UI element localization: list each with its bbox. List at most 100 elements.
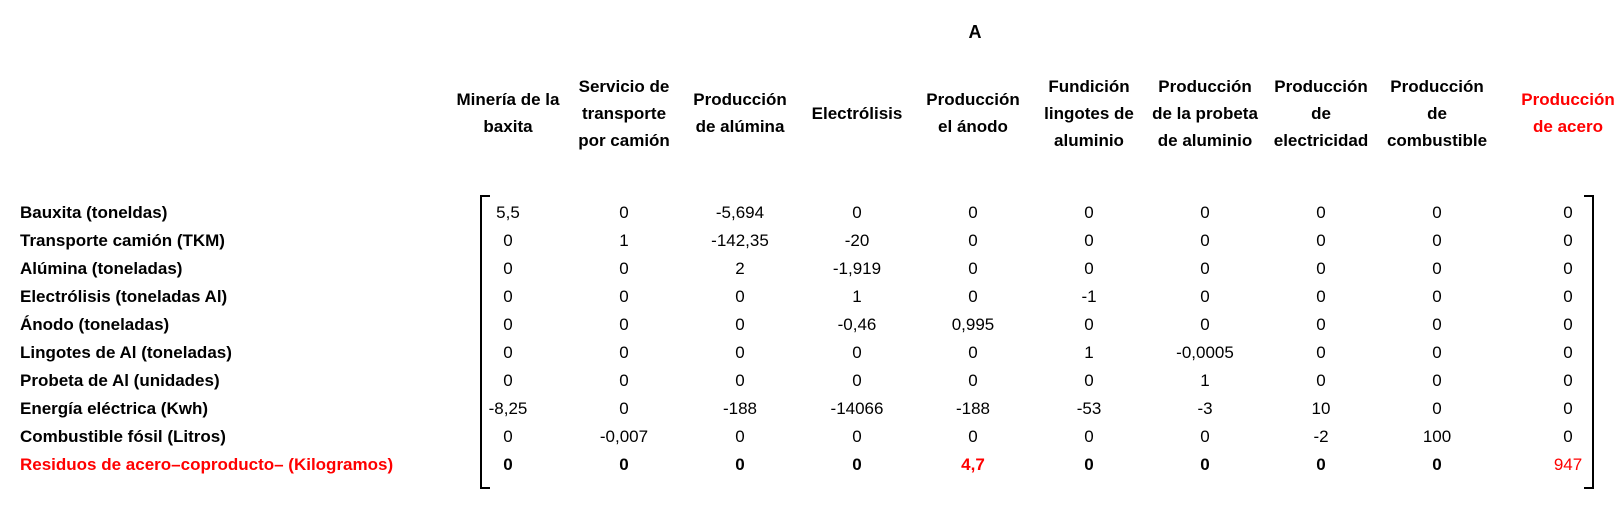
matrix-cell: 4,7: [961, 455, 985, 474]
matrix-cell: 0: [619, 287, 629, 306]
column-header: Producción de electricidad: [1273, 76, 1369, 150]
matrix-cell: 0: [503, 231, 513, 250]
matrix-cell: 0: [1084, 259, 1094, 278]
matrix-cell: 0: [1432, 231, 1442, 250]
matrix-cell: -0,007: [599, 427, 649, 446]
matrix-cell: 0: [1432, 259, 1442, 278]
matrix-cell: 0: [1563, 287, 1573, 306]
matrix-cell: 0: [1316, 231, 1326, 250]
column-header: Electrólisis: [811, 103, 903, 123]
matrix-cell: 0: [1563, 259, 1573, 278]
matrix-cell: 0: [1316, 287, 1326, 306]
matrix-cell: 0: [1316, 371, 1326, 390]
matrix-cell: -1,919: [832, 259, 882, 278]
matrix-cell: 0: [1316, 455, 1326, 474]
matrix-left-bracket: [480, 195, 490, 489]
matrix-cell: 0: [503, 455, 513, 474]
matrix-cell: 0: [1563, 371, 1573, 390]
matrix-cell: -0,46: [837, 315, 877, 334]
matrix-cell: 0: [1084, 231, 1094, 250]
matrix-cell: 0: [503, 287, 513, 306]
matrix-cell: 0: [619, 399, 629, 418]
matrix-cell: 1: [1200, 371, 1210, 390]
matrix-cell: -142,35: [711, 231, 769, 250]
matrix-cell: 0: [735, 343, 745, 362]
matrix-cell: 0: [735, 455, 745, 474]
matrix-cell: 0: [1084, 203, 1094, 222]
matrix-cell: 0: [735, 371, 745, 390]
matrix-cell: 0: [619, 203, 629, 222]
matrix-cell: 0: [503, 343, 513, 362]
matrix-cell: 0: [1200, 203, 1210, 222]
matrix-cell: 0: [1084, 427, 1094, 446]
matrix-cell: 0: [1200, 259, 1210, 278]
matrix-cell: 0: [735, 427, 745, 446]
matrix-cell: 0: [619, 343, 629, 362]
matrix-cell: 0: [619, 259, 629, 278]
matrix-cell: 0: [503, 371, 513, 390]
matrix-cell: 10: [1311, 399, 1331, 418]
column-header: Producción de acero: [1521, 90, 1615, 136]
column-header: Producción el ánodo: [926, 90, 1020, 136]
matrix-cell: 0: [1432, 343, 1442, 362]
matrix-cell: 0: [503, 427, 513, 446]
matrix-cell: 0: [1563, 427, 1573, 446]
matrix-cell: 0: [1316, 259, 1326, 278]
matrix-cell: 0: [1316, 203, 1326, 222]
matrix-right-bracket: [1584, 195, 1594, 489]
matrix-cell: -3: [1197, 399, 1213, 418]
matrix-title: A: [968, 22, 982, 42]
row-label: Alúmina (toneladas): [20, 259, 183, 278]
matrix-cell: 0: [735, 315, 745, 334]
row-label: Electrólisis (toneladas Al): [20, 287, 228, 306]
matrix-cell: 0: [968, 287, 978, 306]
matrix-cell: 0: [503, 315, 513, 334]
matrix-cell: 0: [1432, 203, 1442, 222]
matrix-cell: 0: [1084, 455, 1094, 474]
matrix-cell: 0: [1084, 371, 1094, 390]
matrix-cell: 0: [1563, 315, 1573, 334]
matrix-cell: -1: [1081, 287, 1097, 306]
matrix-cell: 0: [968, 343, 978, 362]
matrix-cell: -5,694: [715, 203, 765, 222]
matrix-cell: 0: [1084, 315, 1094, 334]
matrix-cell: 0: [852, 371, 862, 390]
column-header: Servicio de transporte por camión: [578, 76, 670, 150]
matrix-cell: 0: [619, 371, 629, 390]
column-header: Producción de alúmina: [693, 90, 787, 136]
row-label: Combustible fósil (Litros): [20, 427, 226, 446]
matrix-cell: 0: [619, 455, 629, 474]
matrix-cell: 0: [852, 427, 862, 446]
matrix-cell: 0: [968, 427, 978, 446]
matrix-cell: 0: [852, 455, 862, 474]
matrix-cell: 0: [1563, 231, 1573, 250]
matrix-cell: 0: [1316, 315, 1326, 334]
matrix-cell: 0: [1200, 287, 1210, 306]
column-header: Producción de combustible: [1386, 76, 1488, 150]
column-header: Fundición lingotes de aluminio: [1044, 76, 1134, 150]
matrix-cell: 2: [735, 259, 745, 278]
row-label: Ánodo (toneladas): [20, 315, 170, 334]
matrix-cell: 0: [619, 315, 629, 334]
matrix-cell: 0,995: [951, 315, 995, 334]
matrix-cell: -53: [1076, 399, 1102, 418]
matrix-cell: 0: [1432, 455, 1442, 474]
matrix-cell: -14066: [830, 399, 884, 418]
matrix-cell: 0: [1563, 203, 1573, 222]
matrix-cell: 0: [1563, 399, 1573, 418]
matrix-cell: 0: [1316, 343, 1326, 362]
matrix-cell: 0: [1200, 427, 1210, 446]
matrix-cell: 1: [1084, 343, 1094, 362]
column-header: Producción de la probeta de aluminio: [1152, 76, 1258, 150]
matrix-cell: 0: [735, 287, 745, 306]
row-label: Transporte camión (TKM): [20, 231, 225, 250]
matrix-cell: 0: [852, 343, 862, 362]
matrix-cell: -20: [844, 231, 870, 250]
matrix-cell: 1: [852, 287, 862, 306]
matrix-cell: 1: [619, 231, 629, 250]
row-label: Probeta de Al (unidades): [20, 371, 220, 390]
matrix-cell: 0: [1200, 315, 1210, 334]
matrix-cell: 0: [1200, 455, 1210, 474]
matrix-cell: 0: [968, 371, 978, 390]
column-header: Minería de la baxita: [456, 90, 560, 136]
